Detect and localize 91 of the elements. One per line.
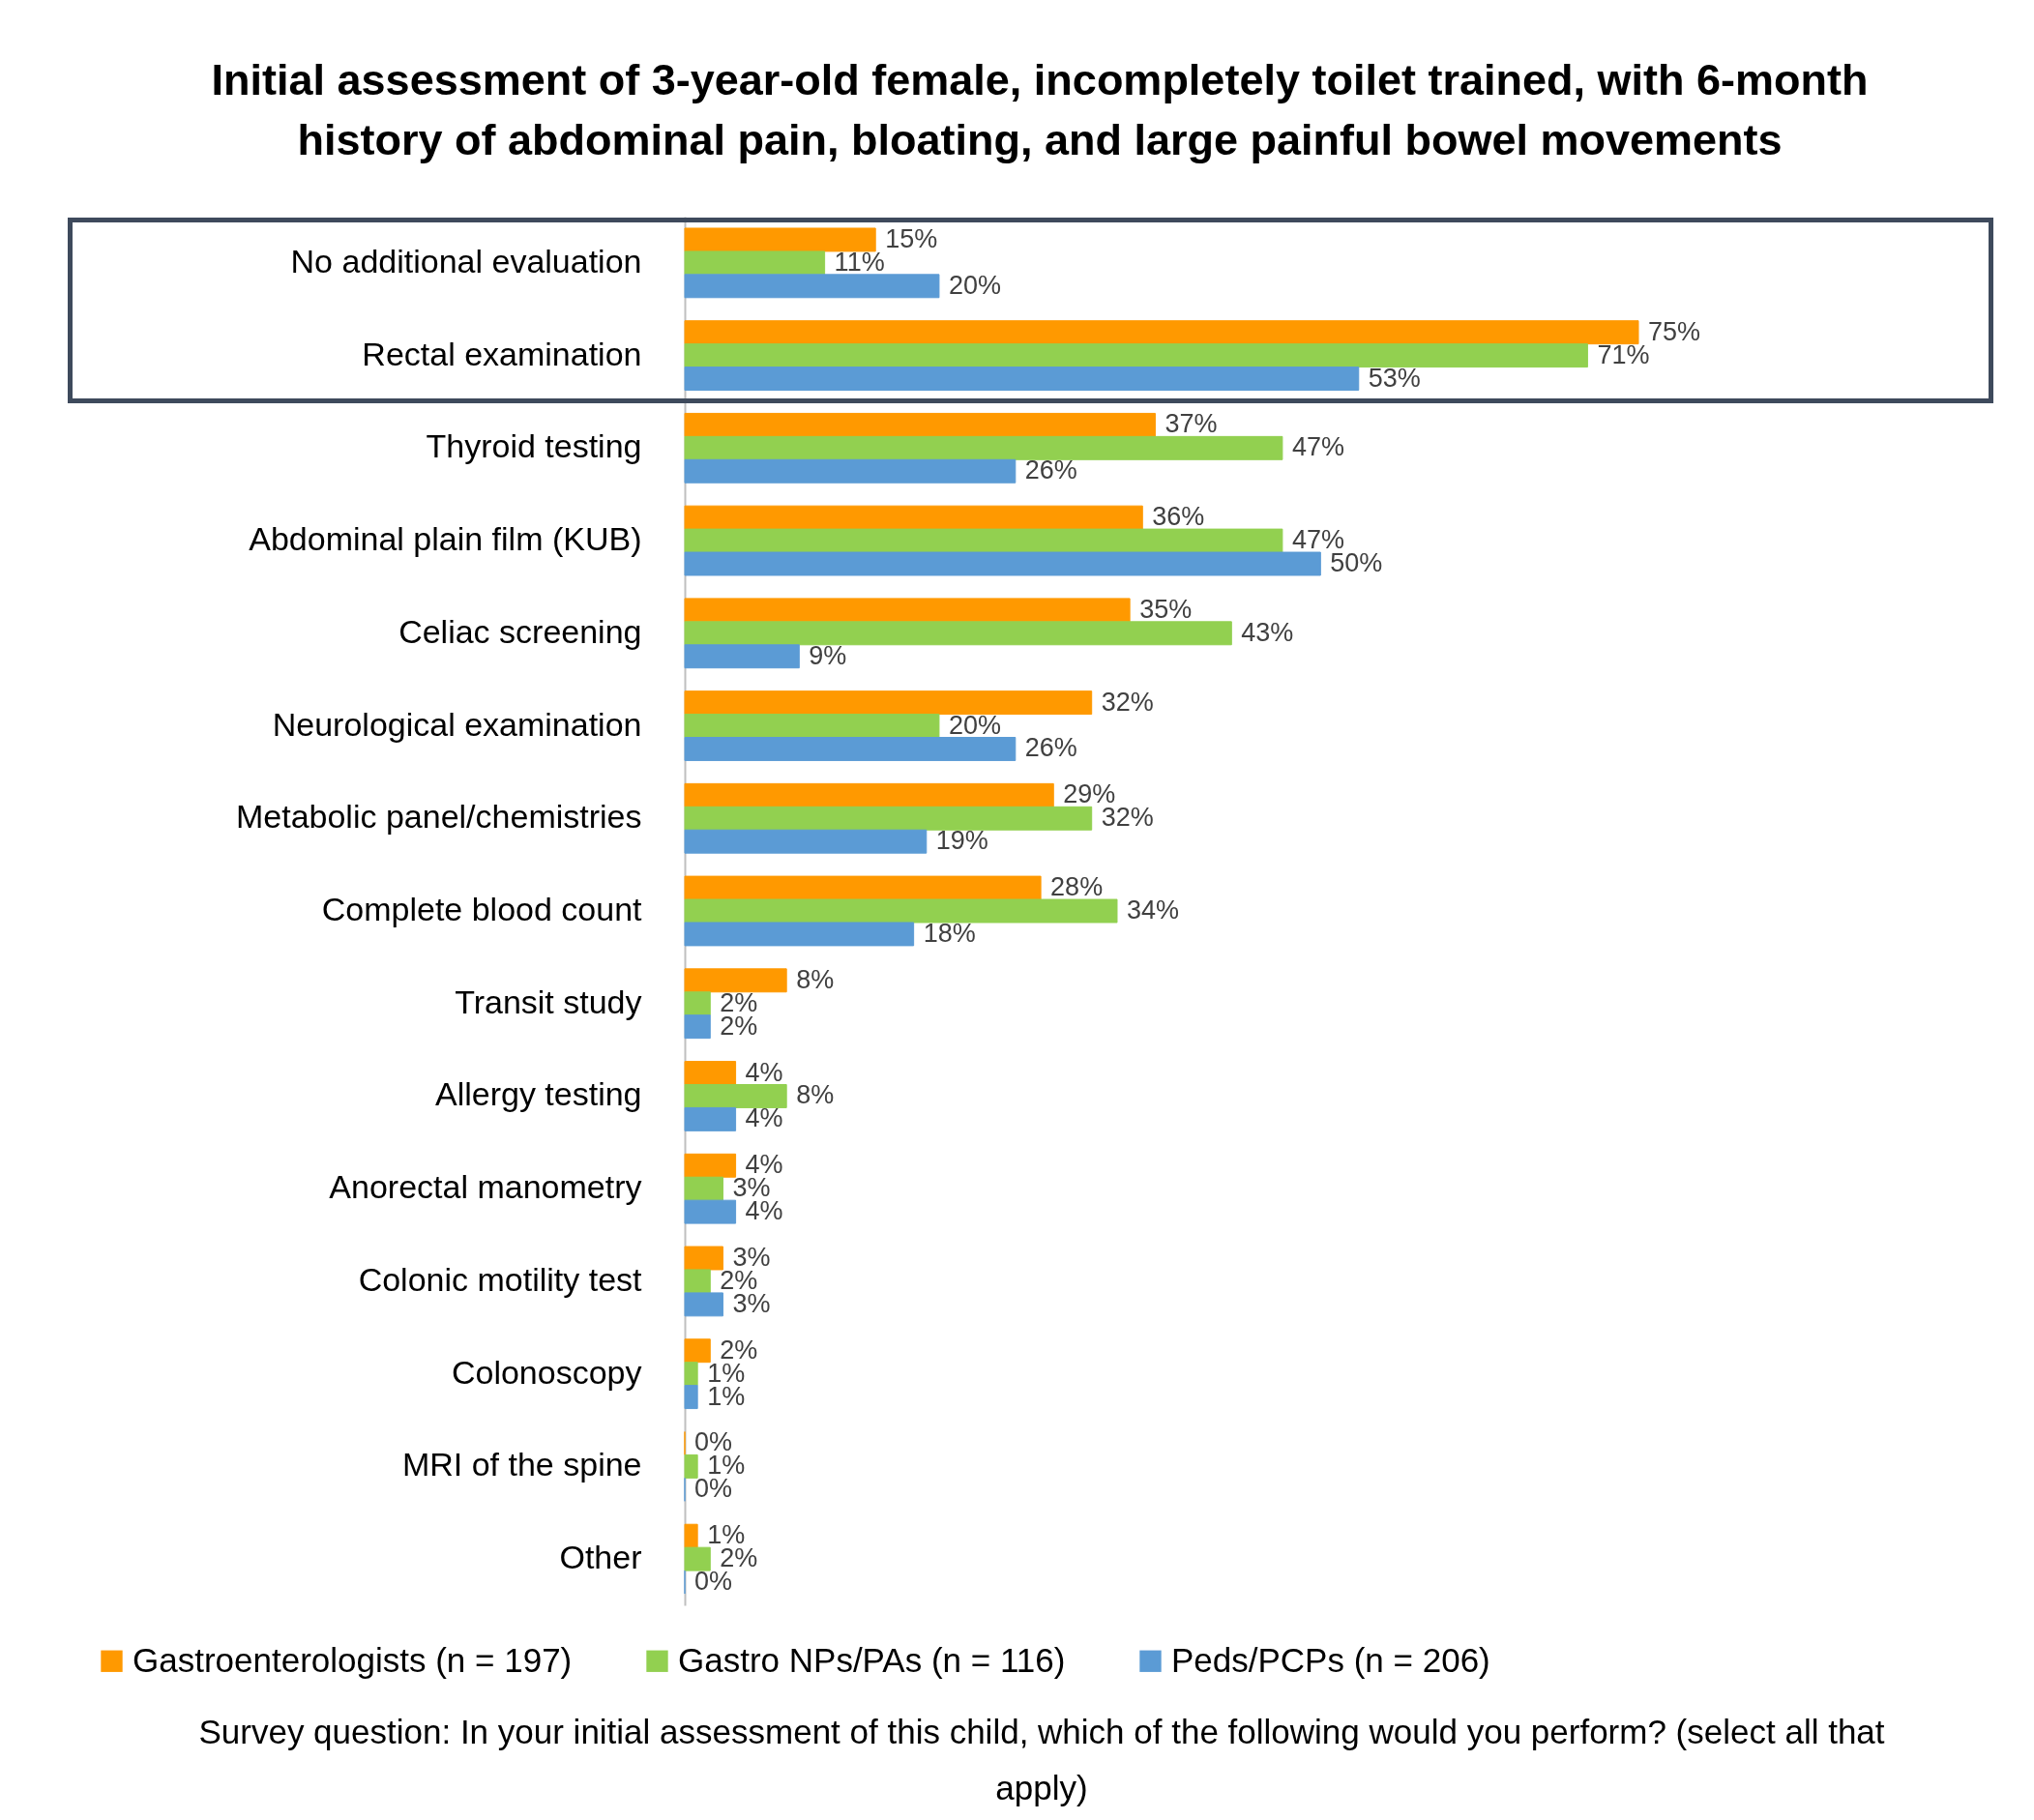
data-label: 43% [1241,617,1294,647]
data-label: 75% [1648,316,1701,346]
bar [684,875,1042,900]
bar [684,551,1321,576]
legend-label: Peds/PCPs (n = 206) [1171,1640,1490,1679]
data-label: 0% [694,1567,733,1597]
data-label: 9% [809,640,847,670]
bar [684,621,1232,646]
bar [684,458,1017,484]
legend-label: Gastroenterologists (n = 197) [133,1640,573,1679]
data-label: 8% [796,1080,835,1110]
bar [684,714,940,738]
bar [684,1292,723,1317]
y-tick-label: Complete blood count [321,891,643,927]
data-label: 18% [923,918,976,948]
y-tick-label: Thyroid testing [426,427,642,465]
y-tick-label: Neurological examination [272,705,642,743]
y-tick-label: Colonic motility test [358,1260,643,1298]
bar [684,991,711,1016]
y-tick-label: Anorectal manometry [329,1168,642,1206]
bar [684,1269,711,1294]
bar [684,968,787,993]
bar [684,737,1017,761]
data-label: 8% [796,964,835,994]
bar [684,829,928,854]
bar [684,1523,698,1548]
bar [684,922,915,947]
data-label: 50% [1330,548,1383,577]
bar [684,644,800,669]
bar [684,1153,737,1178]
y-tick-label: Celiac screening [398,612,642,650]
data-label: 26% [1024,455,1077,485]
bar [684,1176,723,1201]
bar [684,690,1093,716]
data-label: 35% [1139,594,1193,624]
data-label: 20% [948,710,1001,740]
bar [684,343,1588,368]
bar [684,1453,698,1479]
bar [684,412,1156,437]
data-label: 34% [1126,895,1180,925]
y-tick-label: Other [559,1539,642,1576]
y-tick-label: Colonoscopy [451,1353,642,1391]
bar [684,320,1639,345]
bar [684,274,940,299]
bar [684,227,876,252]
bar [684,528,1283,553]
data-label: 19% [935,826,988,856]
data-label: 20% [948,270,1001,300]
bar [684,1362,698,1387]
data-label: 4% [745,1196,783,1226]
bar [684,250,826,276]
bar [684,367,1360,391]
bar [684,1199,737,1224]
bar [684,1338,711,1364]
bar [684,1014,711,1040]
data-label: 15% [885,223,938,253]
data-label: 53% [1368,363,1421,393]
legend-label: Gastro NPs/PAs (n = 116) [678,1640,1066,1679]
data-label: 0% [694,1474,733,1504]
data-label: 47% [1291,432,1344,462]
data-label: 32% [1101,687,1154,717]
bar [684,898,1118,924]
y-tick-label: MRI of the spine [401,1446,642,1483]
data-label: 71% [1597,339,1650,369]
bar [684,1084,787,1108]
bar [684,806,1093,831]
y-tick-label: Allergy testing [434,1075,642,1113]
bar [684,435,1283,460]
data-label: 28% [1050,872,1104,902]
bar [684,598,1131,623]
data-label: 4% [745,1057,783,1087]
data-label: 4% [745,1103,783,1133]
bar [684,505,1143,530]
bar [684,1385,698,1410]
bar [684,782,1054,807]
bar [684,1246,723,1271]
text: Survey question: In your initial assessment of this child, which of the following would you perform? (select all that apply) [197,1712,1886,1808]
data-label: 26% [1024,733,1077,763]
y-tick-label: Rectal examination [362,335,642,372]
data-label: 36% [1152,502,1205,532]
y-tick-label: Transit study [455,983,642,1020]
y-tick-label: Metabolic panel/chemistries [235,798,642,836]
bar [684,1061,737,1085]
data-label: 11% [834,247,885,277]
y-tick-label: Abdominal plain film (KUB) [249,520,642,558]
data-label: 32% [1101,803,1154,833]
chart-title: Initial assessment of 3-year-old female, incompletely toilet trained, with 6-month history of abdominal pain, bloating, and large painful bowel movements [210,54,1870,166]
bar [684,1546,711,1571]
y-tick-label: No additional evaluation [290,242,642,279]
data-label: 37% [1164,409,1218,439]
bar [684,1106,737,1131]
